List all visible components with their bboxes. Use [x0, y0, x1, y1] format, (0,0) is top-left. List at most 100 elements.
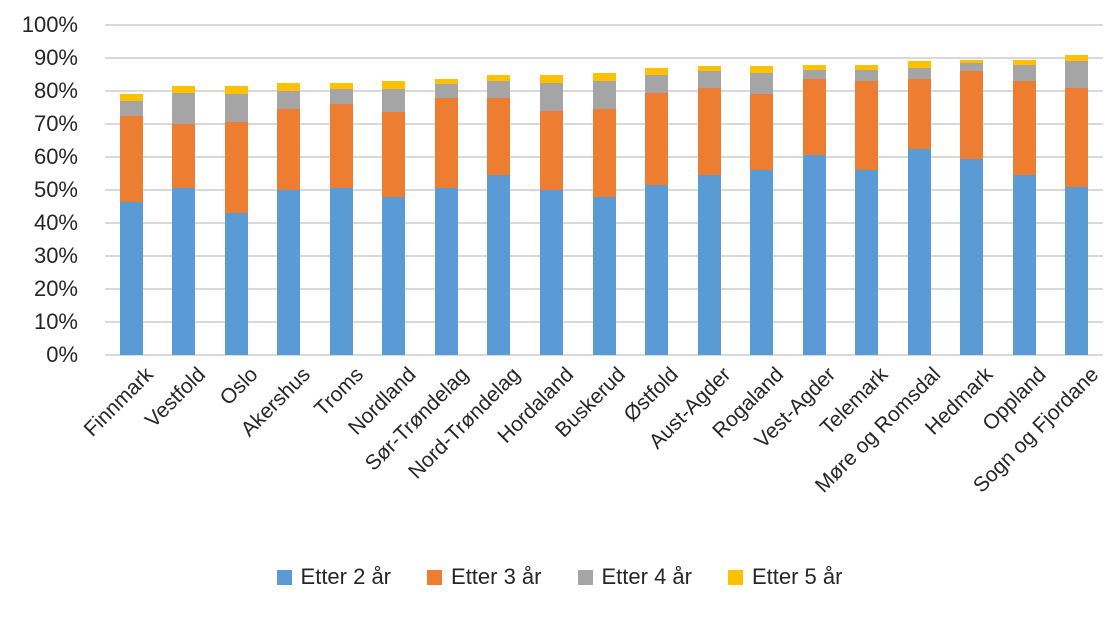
bar-segment-etter-4-år: [802, 69, 826, 80]
bar-segment-etter-5-år: [277, 82, 301, 92]
bar-segment-etter-2-år: [802, 155, 826, 355]
legend-item-etter-5-år[interactable]: Etter 5 år: [727, 564, 843, 589]
bar-segment-etter-3-år: [224, 122, 248, 214]
bar-møre-og-romsdal: [907, 61, 931, 355]
legend-swatch: [727, 569, 743, 585]
bar-segment-etter-2-år: [119, 201, 143, 355]
bar-segment-etter-5-år: [855, 64, 879, 70]
bar-troms: [329, 82, 353, 355]
bar-østfold: [645, 67, 669, 355]
bar-segment-etter-3-år: [697, 87, 721, 176]
bar-segment-etter-2-år: [697, 175, 721, 355]
bar-segment-etter-2-år: [645, 185, 669, 355]
bar-sør-trøndelag: [434, 79, 458, 355]
bar-segment-etter-4-år: [434, 84, 458, 98]
bar-segment-etter-3-år: [750, 94, 774, 171]
legend-label: Etter 5 år: [751, 564, 843, 589]
legend-label: Etter 2 år: [300, 564, 392, 589]
bar-segment-etter-3-år: [277, 109, 301, 190]
y-axis-tick-label: 20%: [33, 276, 78, 301]
bar-segment-etter-4-år: [224, 94, 248, 123]
y-axis-tick-label: 10%: [33, 309, 78, 334]
bar-segment-etter-3-år: [1012, 81, 1036, 176]
bar-segment-etter-5-år: [750, 66, 774, 73]
bar-segment-etter-3-år: [329, 104, 353, 189]
y-axis-tick-label: 60%: [33, 144, 78, 169]
bar-segment-etter-5-år: [329, 82, 353, 90]
bar-segment-etter-2-år: [487, 175, 511, 355]
bar-vestfold: [172, 86, 196, 355]
bar-segment-etter-2-år: [1065, 186, 1089, 355]
x-axis-label: Finnmark: [79, 363, 158, 442]
bar-segment-etter-2-år: [750, 170, 774, 355]
y-axis-tick-label: 0%: [46, 342, 78, 367]
bar-segment-etter-4-år: [119, 100, 143, 116]
bar-segment-etter-3-år: [960, 71, 984, 159]
bar-segment-etter-3-år: [855, 81, 879, 171]
bar-segment-etter-3-år: [802, 79, 826, 156]
bar-nord-trøndelag: [487, 74, 511, 355]
bar-sogn-og-fjordane: [1065, 54, 1089, 355]
bar-segment-etter-5-år: [1012, 59, 1036, 65]
bar-segment-etter-2-år: [539, 190, 563, 355]
bar-segment-etter-4-år: [960, 62, 984, 72]
bar-segment-etter-4-år: [697, 71, 721, 88]
x-axis: Finnmark Vestfold Oslo Akershus Troms Nordlan…: [79, 355, 1103, 535]
bar-segment-etter-5-år: [1065, 54, 1089, 62]
bar-segment-etter-5-år: [697, 66, 721, 72]
bar-segment-etter-5-år: [802, 64, 826, 70]
bar-segment-etter-3-år: [907, 79, 931, 149]
bar-segment-etter-2-år: [855, 170, 879, 355]
bar-segment-etter-4-år: [172, 92, 196, 125]
bar-oppland: [1012, 59, 1036, 355]
gridline: [105, 57, 1103, 59]
legend-item-etter-2-år[interactable]: Etter 2 år: [276, 564, 392, 589]
legend: Etter 2 år Etter 3 år Etter 4 år Etter 5 år: [0, 565, 1119, 589]
bar-segment-etter-2-år: [592, 196, 616, 355]
legend-swatch: [577, 569, 593, 585]
gridline: [105, 24, 1103, 26]
legend-label: Etter 4 år: [601, 564, 692, 589]
bar-finnmark: [119, 94, 143, 355]
bar-akershus: [277, 82, 301, 355]
bar-segment-etter-5-år: [487, 74, 511, 82]
bar-segment-etter-3-år: [539, 110, 563, 190]
x-axis-label: Oslo: [215, 363, 263, 410]
bar-segment-etter-5-år: [224, 86, 248, 95]
y-axis-tick-label: 70%: [33, 111, 78, 136]
bar-segment-etter-3-år: [119, 115, 143, 202]
bar-segment-etter-5-år: [960, 59, 984, 63]
bar-segment-etter-4-år: [750, 72, 774, 95]
bar-segment-etter-2-år: [907, 148, 931, 355]
bar-segment-etter-2-år: [172, 188, 196, 355]
bar-segment-etter-2-år: [224, 213, 248, 355]
legend-label: Etter 3 år: [451, 564, 542, 589]
bar-segment-etter-4-år: [592, 81, 616, 110]
y-axis-tick-label: 40%: [33, 210, 78, 235]
bar-segment-etter-3-år: [645, 92, 669, 186]
bar-aust-agder: [697, 66, 721, 355]
bar-telemark: [855, 64, 879, 355]
bar-segment-etter-4-år: [382, 89, 406, 113]
bar-segment-etter-3-år: [592, 109, 616, 197]
y-axis-tick-label: 90%: [33, 45, 78, 70]
bar-segment-etter-3-år: [487, 97, 511, 176]
legend-swatch: [276, 569, 292, 585]
bar-vest-agder: [802, 64, 826, 355]
legend-item-etter-3-år[interactable]: Etter 3 år: [427, 564, 542, 589]
plot-area: [105, 24, 1103, 356]
bar-segment-etter-4-år: [329, 89, 353, 105]
bar-segment-etter-5-år: [592, 72, 616, 82]
bar-segment-etter-5-år: [645, 67, 669, 75]
legend-item-etter-4-år[interactable]: Etter 4 år: [577, 564, 692, 589]
bar-segment-etter-4-år: [487, 81, 511, 98]
bar-segment-etter-2-år: [382, 196, 406, 355]
bar-segment-etter-3-år: [434, 97, 458, 189]
bar-segment-etter-5-år: [119, 94, 143, 101]
bar-segment-etter-2-år: [329, 188, 353, 355]
bar-segment-etter-4-år: [1012, 64, 1036, 82]
bar-segment-etter-5-år: [382, 81, 406, 90]
y-axis-tick-label: 100%: [21, 12, 78, 37]
bar-buskerud: [592, 72, 616, 355]
